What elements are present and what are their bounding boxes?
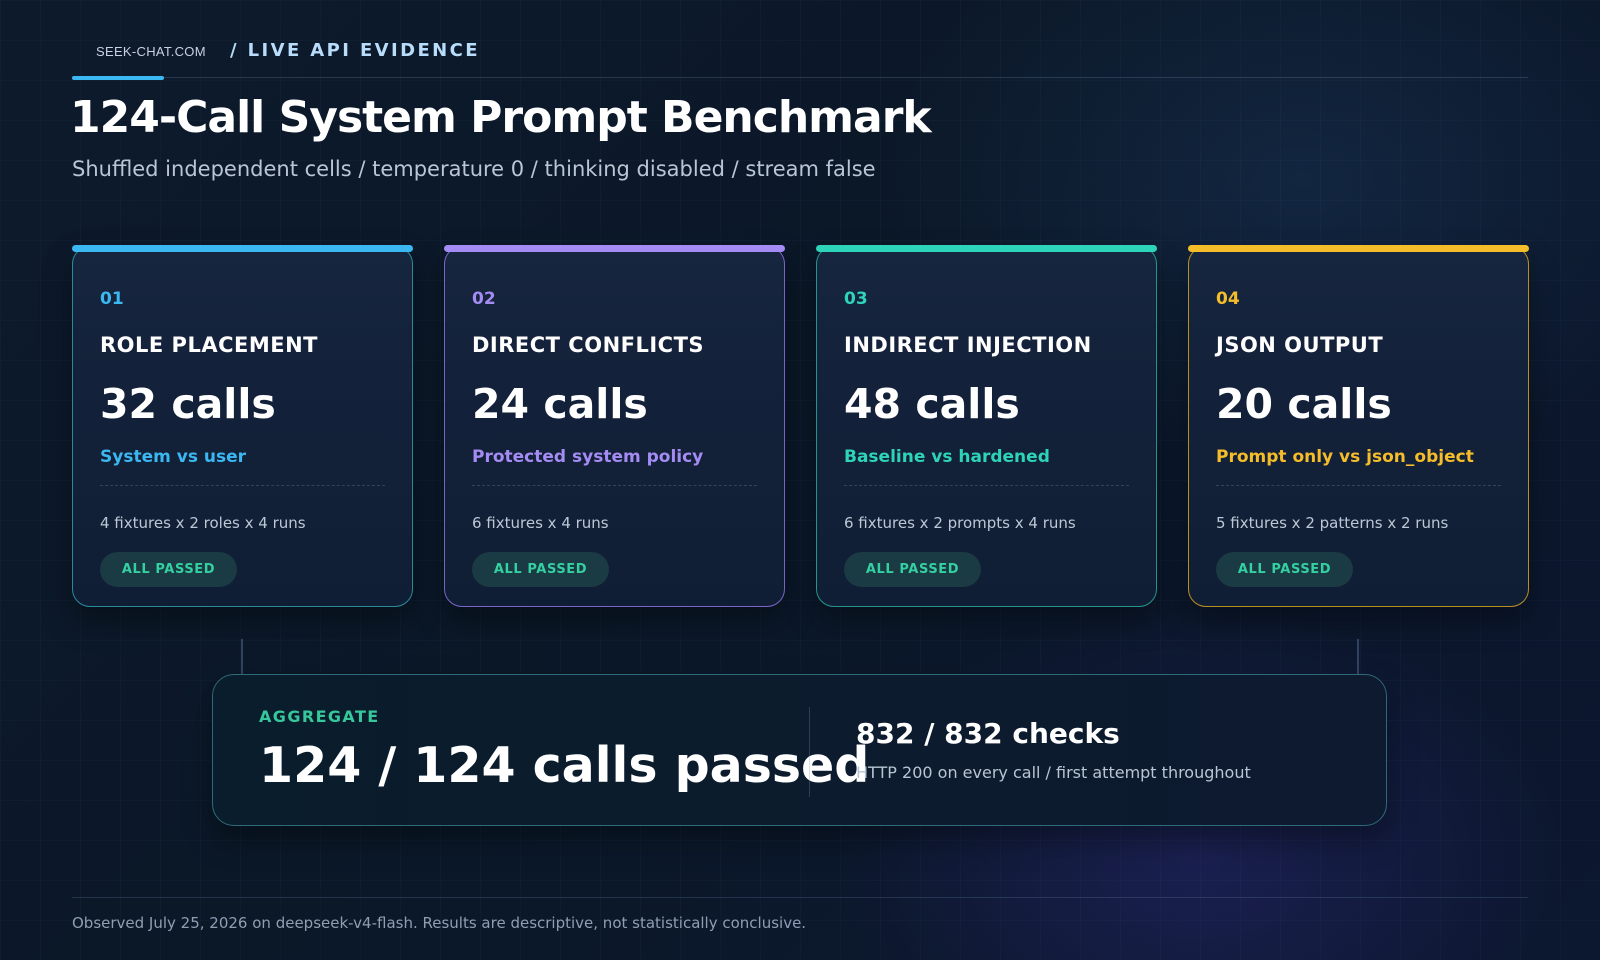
brand-label[interactable]: SEEK-CHAT.COM — [96, 44, 206, 59]
card-caption: Baseline vs hardened — [844, 447, 1050, 467]
card-number: 03 — [844, 289, 868, 309]
header-divider — [72, 77, 1528, 78]
card-detail: 5 fixtures x 2 patterns x 2 runs — [1216, 514, 1449, 532]
card-detail: 6 fixtures x 2 prompts x 4 runs — [844, 514, 1076, 532]
card-caption: Protected system policy — [472, 447, 704, 467]
connector-line-left — [241, 639, 243, 674]
card-divider — [472, 485, 757, 486]
card-call-count: 24 calls — [472, 380, 648, 428]
card-indirect-injection: 03 INDIRECT INJECTION 48 calls Baseline … — [816, 245, 1157, 607]
status-badge: ALL PASSED — [472, 552, 609, 587]
section-label: / LIVE API EVIDENCE — [230, 40, 480, 61]
card-title: INDIRECT INJECTION — [844, 333, 1092, 357]
card-number: 04 — [1216, 289, 1240, 309]
aggregate-label: AGGREGATE — [259, 707, 380, 726]
card-caption: Prompt only vs json_object — [1216, 447, 1474, 467]
card-role-placement: 01 ROLE PLACEMENT 32 calls System vs use… — [72, 245, 413, 607]
card-accent-bar — [816, 245, 1157, 252]
aggregate-note: HTTP 200 on every call / first attempt t… — [856, 763, 1251, 782]
card-detail: 6 fixtures x 4 runs — [472, 514, 609, 532]
header: SEEK-CHAT.COM / LIVE API EVIDENCE — [72, 38, 1528, 82]
card-call-count: 20 calls — [1216, 380, 1392, 428]
page-title: 124-Call System Prompt Benchmark — [70, 92, 932, 143]
card-divider — [100, 485, 385, 486]
status-badge: ALL PASSED — [100, 552, 237, 587]
footer-note: Observed July 25, 2026 on deepseek-v4-fl… — [72, 914, 807, 932]
status-badge: ALL PASSED — [1216, 552, 1353, 587]
card-accent-bar — [444, 245, 785, 252]
card-caption: System vs user — [100, 447, 246, 467]
page-subtitle: Shuffled independent cells / temperature… — [72, 157, 876, 181]
card-call-count: 48 calls — [844, 380, 1020, 428]
card-call-count: 32 calls — [100, 380, 276, 428]
connector-line-right — [1357, 639, 1359, 674]
card-accent-bar — [72, 245, 413, 252]
card-divider — [844, 485, 1129, 486]
card-json-output: 04 JSON OUTPUT 20 calls Prompt only vs j… — [1188, 245, 1529, 607]
card-accent-bar — [1188, 245, 1529, 252]
card-title: DIRECT CONFLICTS — [472, 333, 705, 357]
card-number: 01 — [100, 289, 124, 309]
card-detail: 4 fixtures x 2 roles x 4 runs — [100, 514, 306, 532]
status-badge: ALL PASSED — [844, 552, 981, 587]
card-title: ROLE PLACEMENT — [100, 333, 318, 357]
card-direct-conflicts: 02 DIRECT CONFLICTS 24 calls Protected s… — [444, 245, 785, 607]
aggregate-checks: 832 / 832 checks — [856, 717, 1120, 750]
card-divider — [1216, 485, 1501, 486]
card-title: JSON OUTPUT — [1216, 333, 1384, 357]
aggregate-divider — [809, 707, 810, 797]
aggregate-value: 124 / 124 calls passed — [259, 737, 870, 794]
aggregate-panel: AGGREGATE 124 / 124 calls passed 832 / 8… — [212, 674, 1387, 826]
footer-divider — [72, 897, 1528, 898]
card-number: 02 — [472, 289, 496, 309]
header-accent-underline — [72, 76, 164, 80]
